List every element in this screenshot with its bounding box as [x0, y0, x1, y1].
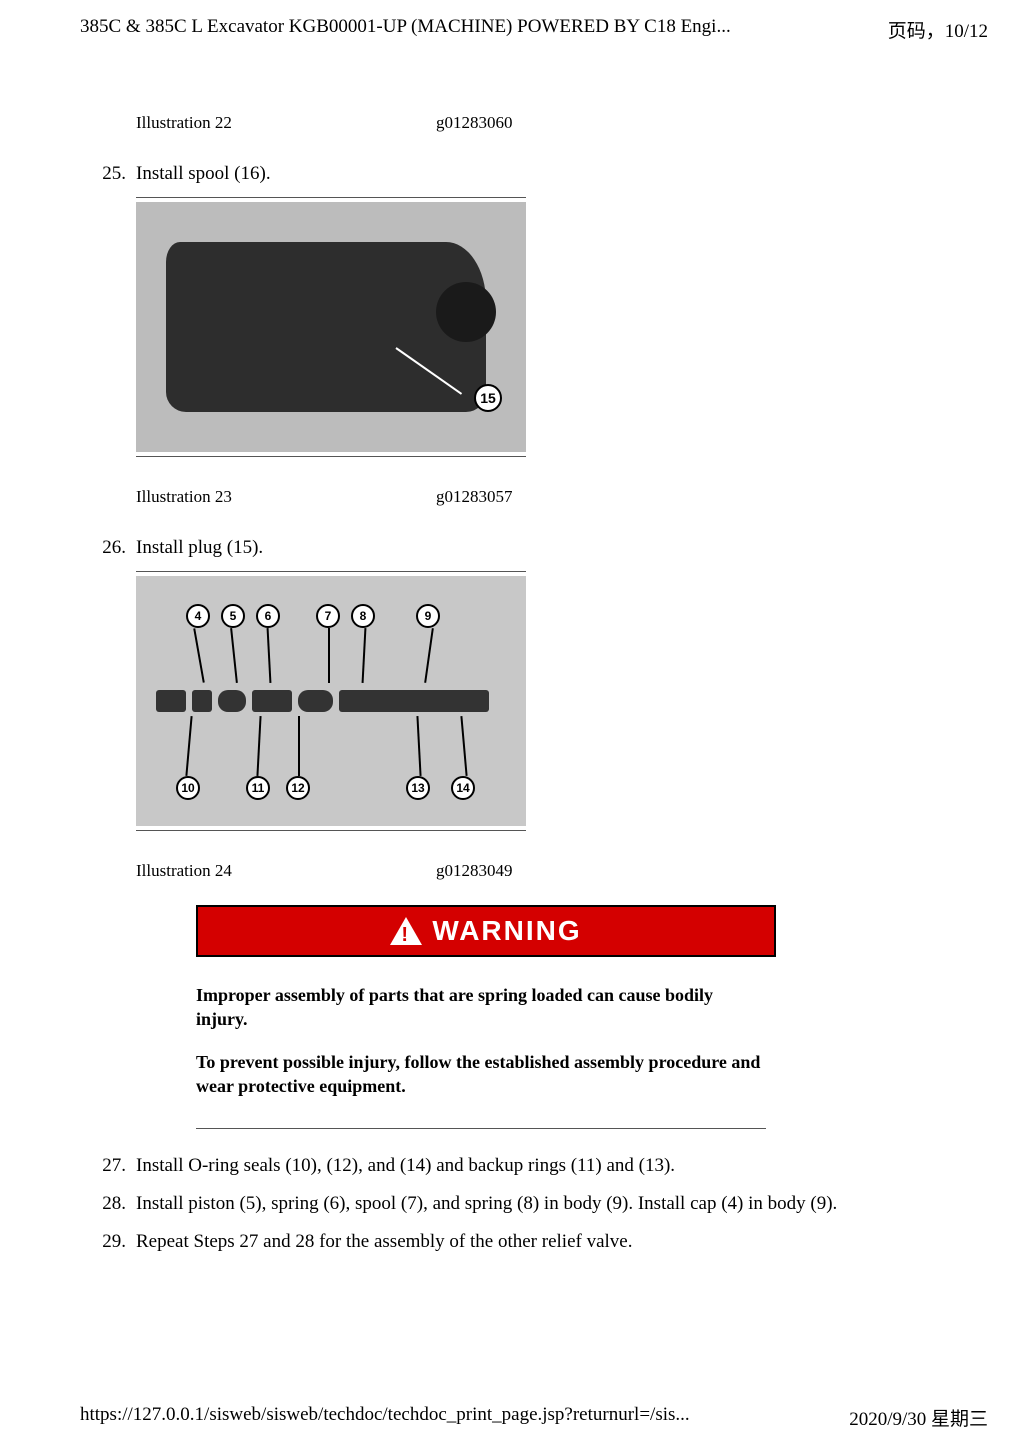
lead [256, 716, 261, 776]
illus-code: g01283057 [436, 487, 513, 507]
fig-divider [136, 830, 526, 831]
warning-p2: To prevent possible injury, follow the e… [196, 1050, 766, 1099]
callout-9: 9 [416, 604, 440, 628]
lead [424, 628, 434, 683]
fig-divider [136, 197, 526, 198]
step-number: 29. [80, 1231, 136, 1253]
parts-row [156, 686, 506, 716]
step-29: 29. Repeat Steps 27 and 28 for the assem… [80, 1231, 944, 1253]
illus-label: Illustration 23 [136, 487, 436, 507]
step-text: Install plug (15). [136, 537, 944, 559]
valve-body-shape [166, 242, 486, 412]
lead [193, 628, 205, 683]
figure-23: 15 [136, 202, 526, 452]
lead [362, 628, 367, 683]
warning-banner: WARNING [196, 905, 776, 957]
part [218, 690, 246, 712]
warning-banner-text: WARNING [432, 915, 581, 947]
step-27: 27. Install O-ring seals (10), (12), and… [80, 1155, 944, 1177]
warning-triangle-icon [390, 917, 422, 945]
part [339, 690, 489, 712]
callout-6: 6 [256, 604, 280, 628]
footer-date: 2020/9/30 星期三 [849, 1404, 988, 1431]
part [192, 690, 212, 712]
lead [267, 628, 272, 683]
callout-13: 13 [406, 776, 430, 800]
callout-12: 12 [286, 776, 310, 800]
step-number: 26. [80, 537, 136, 559]
warning-p1: Improper assembly of parts that are spri… [196, 983, 766, 1032]
step-text: Install piston (5), spring (6), spool (7… [136, 1193, 944, 1215]
callout-8: 8 [351, 604, 375, 628]
callout-5: 5 [221, 604, 245, 628]
header-page: 页码，10/12 [888, 16, 988, 43]
lead [416, 716, 421, 776]
part [156, 690, 186, 712]
step-26: 26. Install plug (15). [80, 537, 944, 559]
callout-4: 4 [186, 604, 210, 628]
figure-24: 4 5 6 7 8 9 10 11 12 13 14 [136, 576, 526, 826]
illus-label: Illustration 22 [136, 113, 436, 133]
illustration-22-caption: Illustration 22 g01283060 [136, 113, 944, 133]
part [252, 690, 292, 712]
lead [185, 716, 192, 776]
fig-divider [136, 571, 526, 572]
illustration-24-caption: Illustration 24 g01283049 [136, 861, 944, 881]
callout-10: 10 [176, 776, 200, 800]
callout-15: 15 [474, 384, 502, 412]
lead [230, 628, 238, 683]
step-text: Install spool (16). [136, 163, 944, 185]
warn-divider [196, 1128, 766, 1129]
callout-7: 7 [316, 604, 340, 628]
content: Illustration 22 g01283060 25. Install sp… [0, 43, 1024, 1253]
part [298, 690, 333, 712]
step-28: 28. Install piston (5), spring (6), spoo… [80, 1193, 944, 1215]
page-header: 385C & 385C L Excavator KGB00001-UP (MAC… [0, 0, 1024, 43]
illustration-23-caption: Illustration 23 g01283057 [136, 487, 944, 507]
header-title: 385C & 385C L Excavator KGB00001-UP (MAC… [80, 16, 731, 43]
step-number: 25. [80, 163, 136, 185]
illus-code: g01283049 [436, 861, 513, 881]
lead [298, 716, 300, 776]
lead [460, 716, 467, 776]
step-25: 25. Install spool (16). [80, 163, 944, 185]
step-number: 27. [80, 1155, 136, 1177]
callout-14: 14 [451, 776, 475, 800]
fig-divider [136, 456, 526, 457]
step-number: 28. [80, 1193, 136, 1215]
warning-body: Improper assembly of parts that are spri… [196, 983, 766, 1098]
lead [328, 628, 330, 683]
callout-11: 11 [246, 776, 270, 800]
step-text: Install O-ring seals (10), (12), and (14… [136, 1155, 944, 1177]
step-text: Repeat Steps 27 and 28 for the assembly … [136, 1231, 944, 1253]
illus-code: g01283060 [436, 113, 513, 133]
page-footer: https://127.0.0.1/sisweb/sisweb/techdoc/… [80, 1404, 988, 1431]
illus-label: Illustration 24 [136, 861, 436, 881]
footer-url: https://127.0.0.1/sisweb/sisweb/techdoc/… [80, 1404, 690, 1431]
